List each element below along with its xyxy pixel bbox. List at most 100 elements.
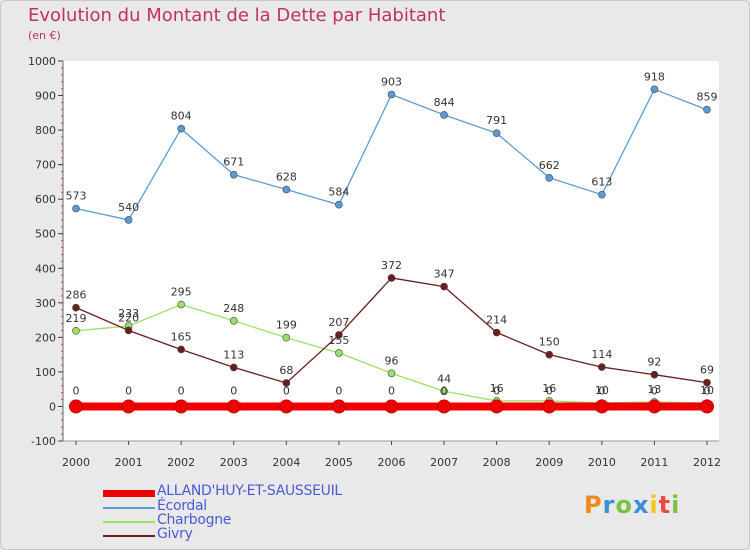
data-point <box>594 399 609 414</box>
plot-area <box>63 61 719 441</box>
y-tick-label: 900 <box>35 90 56 103</box>
data-label: 295 <box>171 286 192 299</box>
data-label: 10 <box>595 384 609 397</box>
data-point <box>700 399 714 414</box>
data-label: 573 <box>66 190 87 203</box>
data-label: 10 <box>700 384 714 397</box>
x-tick-label: 2000 <box>62 456 90 469</box>
data-label: 92 <box>647 356 661 369</box>
data-point <box>282 379 291 387</box>
data-point <box>545 350 554 359</box>
y-tick-label: 500 <box>35 228 56 241</box>
x-tick-label: 2009 <box>535 456 563 469</box>
y-tick-label: 200 <box>35 331 56 344</box>
data-label: 286 <box>66 289 87 302</box>
data-label: 0 <box>388 384 395 397</box>
data-label: 220 <box>118 311 139 324</box>
data-point <box>174 399 189 414</box>
y-tick-label: 800 <box>35 124 56 137</box>
data-label: 671 <box>223 156 244 169</box>
legend-swatch-givry <box>103 535 155 537</box>
chart-plot: -100010020030040050060070080090010002000… <box>28 55 721 469</box>
data-label: 44 <box>437 372 451 385</box>
legend-swatch-alland <box>103 490 155 497</box>
data-point <box>650 370 659 379</box>
data-point <box>121 399 136 414</box>
data-label: 918 <box>644 70 665 83</box>
data-label: 68 <box>279 364 293 377</box>
x-tick-label: 2001 <box>115 456 143 469</box>
legend-swatch-charbogne <box>103 521 155 523</box>
y-tick-label: -100 <box>31 435 56 448</box>
data-point <box>124 326 133 335</box>
chart-unit: (en €) <box>28 29 61 42</box>
logo-letter: i <box>649 491 659 519</box>
data-label: 214 <box>486 314 507 327</box>
data-point <box>72 326 80 335</box>
x-tick-label: 2002 <box>167 456 195 469</box>
logo-letter: o <box>615 491 633 519</box>
data-label: 0 <box>73 384 80 397</box>
y-tick-label: 300 <box>35 297 56 310</box>
data-label: 0 <box>335 384 342 397</box>
data-label: 804 <box>171 110 192 123</box>
data-label: 0 <box>178 384 185 397</box>
data-point <box>282 185 291 194</box>
data-label: 96 <box>385 354 399 367</box>
y-tick-label: 1000 <box>28 55 56 68</box>
data-point <box>177 300 185 309</box>
x-tick-label: 2005 <box>325 456 353 469</box>
data-point <box>335 349 343 357</box>
data-point <box>72 303 80 312</box>
data-label: 199 <box>276 319 297 332</box>
data-label: 613 <box>591 176 612 189</box>
data-label: 903 <box>381 76 402 89</box>
legend-label-givry: Givry <box>157 526 193 542</box>
data-label: 16 <box>490 382 504 395</box>
data-point <box>69 399 83 414</box>
proxiti-logo: Proxiti <box>584 491 680 519</box>
x-tick-label: 2003 <box>220 456 248 469</box>
data-label: 859 <box>697 91 718 104</box>
data-label: 540 <box>118 201 139 214</box>
data-point <box>598 363 606 371</box>
data-label: 0 <box>493 384 500 397</box>
y-tick-label: 400 <box>35 262 56 275</box>
data-point <box>124 216 133 224</box>
data-point <box>335 331 343 339</box>
y-tick-label: 700 <box>35 159 56 172</box>
data-label: 584 <box>328 186 349 199</box>
data-label: 233 <box>118 307 139 320</box>
logo-letter: t <box>658 491 672 519</box>
data-label: 155 <box>328 334 349 347</box>
data-label: 207 <box>328 316 349 329</box>
data-label: 0 <box>230 384 237 397</box>
logo-letter: P <box>584 491 603 519</box>
data-point <box>647 399 662 414</box>
x-tick-label: 2010 <box>588 456 616 469</box>
data-point <box>331 399 346 414</box>
data-point <box>387 90 396 99</box>
data-point <box>387 369 396 378</box>
data-point <box>72 204 80 213</box>
data-point <box>492 129 501 137</box>
data-point <box>387 274 396 282</box>
data-point <box>229 170 238 179</box>
data-point <box>229 316 238 325</box>
data-label: 150 <box>539 336 560 349</box>
data-label: 372 <box>381 259 402 272</box>
legend-item-ecordal: Écordal <box>103 498 403 516</box>
data-label: 0 <box>441 384 448 397</box>
data-label: 662 <box>539 159 560 172</box>
data-label: 0 <box>546 384 553 397</box>
data-point <box>650 85 659 94</box>
data-label: 69 <box>700 364 714 377</box>
data-point <box>440 387 448 396</box>
data-point <box>384 399 399 414</box>
data-label: 114 <box>591 348 612 361</box>
data-point <box>282 333 291 342</box>
x-tick-label: 2011 <box>640 456 668 469</box>
logo-letter: r <box>602 491 616 519</box>
y-tick-label: 100 <box>35 366 56 379</box>
